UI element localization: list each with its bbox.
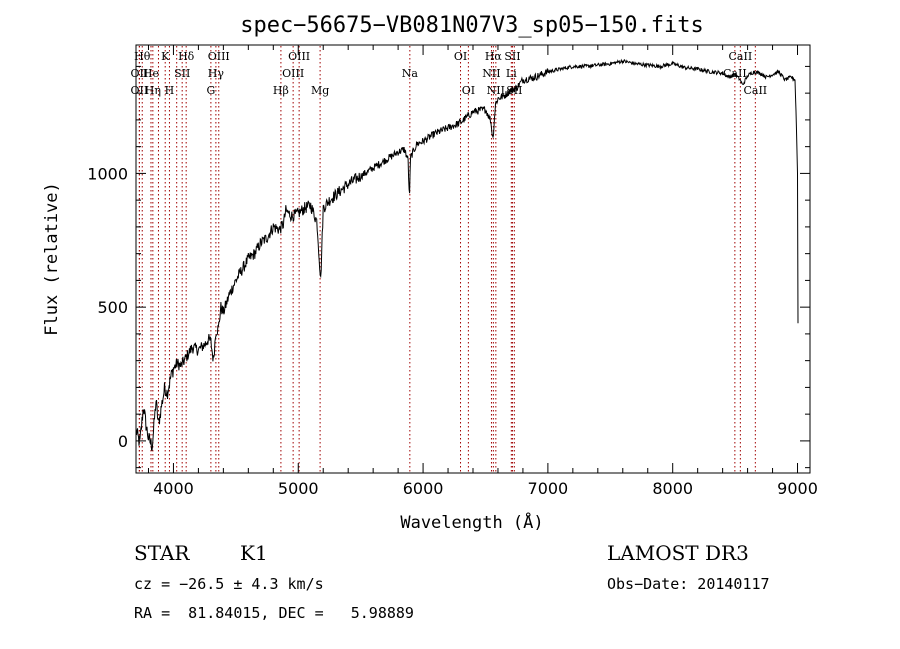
line-label: K	[161, 50, 170, 63]
x-tick-label: 6000	[403, 479, 444, 498]
line-label: NII	[487, 84, 505, 97]
line-label: OII	[131, 67, 149, 80]
line-label: NII	[482, 67, 500, 80]
line-label: Hη	[145, 84, 161, 97]
coordinates-label: RA = 81.84015, DEC = 5.98889	[134, 604, 414, 622]
line-label: CaII	[729, 50, 753, 63]
line-label: CaII	[743, 84, 767, 97]
line-label: G	[206, 84, 215, 97]
line-label: Hα	[485, 50, 503, 63]
line-label: SII	[504, 50, 520, 63]
redshift-label: cz = −26.5 ± 4.3 km/s	[134, 575, 324, 593]
axis-ticks	[136, 45, 810, 473]
subclass-label: K1	[240, 541, 268, 565]
line-label: SII	[174, 67, 190, 80]
y-axis-label: Flux (relative)	[42, 182, 62, 336]
spectrum-series-line	[135, 58, 799, 451]
x-tick-label: 7000	[528, 479, 569, 498]
line-label: OI	[454, 50, 467, 63]
line-label: He	[143, 67, 159, 80]
x-tick-label: 5000	[278, 479, 319, 498]
y-tick-label: 1000	[87, 164, 128, 183]
obs-date-label: Obs−Date: 20140117	[607, 575, 770, 593]
object-class-label: STAR	[134, 541, 190, 565]
line-label: Hγ	[208, 67, 225, 80]
chart-title: spec−56675−VB081N07V3_sp05−150.fits	[240, 13, 704, 38]
line-label: OIII	[288, 50, 310, 63]
spectral-line-labels: HθOIIOIIHeHηKHSIIHδGHγOIIIHβOIIIOIIIMgNa…	[131, 50, 768, 97]
line-label: Hθ	[134, 50, 151, 63]
x-tick-label: 8000	[652, 479, 693, 498]
x-tick-label: 9000	[777, 479, 818, 498]
spectral-line-markers	[138, 46, 756, 472]
line-label: Mg	[311, 84, 329, 97]
line-label: Hβ	[273, 84, 289, 97]
plot-frame	[135, 44, 811, 474]
line-label: OIII	[208, 50, 230, 63]
y-tick-label: 0	[118, 432, 128, 451]
line-label: OI	[462, 84, 475, 97]
y-tick-label: 500	[97, 298, 128, 317]
x-axis-label: Wavelength (Å)	[400, 511, 543, 533]
line-label: OII	[131, 84, 149, 97]
line-label: Li	[506, 67, 517, 80]
line-label: Hδ	[178, 50, 195, 63]
line-label: H	[165, 84, 175, 97]
x-tick-label: 4000	[153, 479, 194, 498]
survey-label: LAMOST DR3	[607, 541, 749, 565]
line-label: Na	[402, 67, 419, 80]
line-label: OIII	[282, 67, 304, 80]
axis-tick-labels: 4000 5000 6000 7000 8000 9000 0 500 1000	[87, 164, 818, 498]
